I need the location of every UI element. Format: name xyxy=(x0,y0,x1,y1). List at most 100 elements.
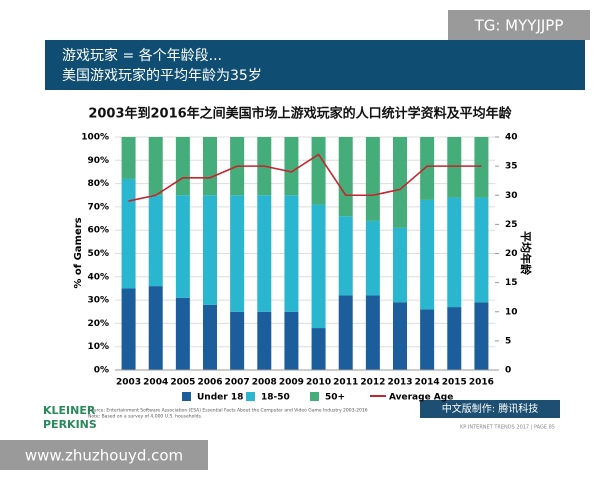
legend-swatch xyxy=(246,392,255,401)
y2-tick-label: 40 xyxy=(505,133,518,143)
y2-tick-label: 25 xyxy=(505,220,518,230)
y-tick-label: 20% xyxy=(87,319,109,329)
bar-segment xyxy=(148,137,163,196)
credit: 中文版制作: 腾讯科技 xyxy=(442,402,539,415)
bar-segment xyxy=(203,137,217,196)
bar-segment xyxy=(338,295,353,370)
y-tick-label: 80% xyxy=(87,179,109,189)
bar-segment xyxy=(203,304,217,370)
watermark: www.zhuzhouyd.com xyxy=(25,447,183,465)
y2-tick-label: 20 xyxy=(505,249,518,259)
x-tick-label: 2005 xyxy=(170,378,195,388)
header-band xyxy=(45,40,585,90)
bar-segment xyxy=(175,297,190,370)
bar-segment xyxy=(393,137,407,228)
bar-segment xyxy=(148,195,163,287)
bar-segment xyxy=(393,302,407,370)
x-tick-label: 2003 xyxy=(116,378,141,388)
credit-box xyxy=(420,400,560,418)
bar-segment xyxy=(203,195,217,305)
bar-segment xyxy=(311,204,326,329)
source-note: Note: Based on a survey of 4,000 U.S. ho… xyxy=(88,414,202,420)
y2-tick-label: 30 xyxy=(505,191,518,201)
bar-segment xyxy=(420,199,435,310)
bar-segment xyxy=(257,311,272,370)
bar-segment xyxy=(121,178,136,289)
watermark-box xyxy=(0,440,208,470)
bar-segment xyxy=(311,328,326,370)
y-tick-label: 10% xyxy=(87,342,109,352)
bar-segment xyxy=(365,295,380,370)
bar-segment xyxy=(365,137,380,221)
y-axis-label: % of Gamers xyxy=(73,217,84,288)
legend-label: Average Age xyxy=(389,393,453,403)
y2-tick-label: 35 xyxy=(505,162,518,172)
logo: PERKINS xyxy=(43,418,97,431)
legend-swatch xyxy=(182,392,191,401)
x-tick-label: 2010 xyxy=(306,378,331,388)
header-line: 美国游戏玩家的平均年龄为35岁 xyxy=(62,67,262,84)
header-line: 游戏玩家 = 各个年龄段... xyxy=(62,47,222,64)
y-tick-label: 40% xyxy=(87,272,109,282)
x-tick-label: 2011 xyxy=(333,378,358,388)
bar-segment xyxy=(420,309,435,370)
bar-segment xyxy=(447,197,462,308)
y-tick-label: 0% xyxy=(94,366,109,376)
bar-segment xyxy=(230,311,245,370)
y2-tick-label: 10 xyxy=(505,307,518,317)
y-tick-label: 70% xyxy=(87,202,109,212)
x-tick-label: 2007 xyxy=(225,378,250,388)
chart-title: 2003年到2016年之间美国市场上游戏玩家的人口统计学资料及平均年龄 xyxy=(88,106,512,122)
bar-segment xyxy=(474,197,489,303)
bar-segment xyxy=(257,195,272,312)
badge: TG: MYYJJPP xyxy=(474,17,564,35)
legend-label: 18-50 xyxy=(261,393,290,403)
x-tick-label: 2012 xyxy=(360,378,385,388)
legend-swatch xyxy=(310,392,319,401)
bar-segment xyxy=(175,195,190,298)
legend-label: 50+ xyxy=(325,393,345,403)
logo: KLEINER xyxy=(43,404,96,417)
bar-segment xyxy=(311,137,326,205)
bar-segment xyxy=(474,302,489,370)
legend-label: Under 18 xyxy=(197,393,243,403)
bar-segment xyxy=(284,195,299,312)
y2-axis-label: 平均年龄 xyxy=(519,231,533,276)
x-tick-label: 2015 xyxy=(442,378,467,388)
x-tick-label: 2016 xyxy=(469,378,494,388)
y2-tick-label: 15 xyxy=(505,278,518,288)
bar-segment xyxy=(338,137,353,217)
y2-tick-label: 0 xyxy=(505,366,511,376)
bar-segment xyxy=(175,137,190,196)
bar-segment xyxy=(447,307,462,370)
bar-segment xyxy=(393,227,407,303)
bar-segment xyxy=(148,286,163,370)
x-tick-label: 2006 xyxy=(197,378,222,388)
bar-segment xyxy=(121,288,136,370)
x-tick-label: 2013 xyxy=(387,378,412,388)
x-tick-label: 2009 xyxy=(279,378,304,388)
x-tick-label: 2014 xyxy=(415,378,440,388)
bar-segment xyxy=(230,195,245,312)
y-tick-label: 30% xyxy=(87,296,109,306)
bar-segment xyxy=(420,137,435,200)
y-tick-label: 90% xyxy=(87,156,109,166)
badge-box xyxy=(448,10,590,40)
y-tick-label: 60% xyxy=(87,226,109,236)
x-tick-label: 2008 xyxy=(252,378,277,388)
y-tick-label: 50% xyxy=(87,249,109,259)
bar-segment xyxy=(284,137,299,196)
bar-segment xyxy=(121,137,136,179)
x-tick-label: 2004 xyxy=(143,378,168,388)
y2-tick-label: 5 xyxy=(505,336,511,346)
bar-segment xyxy=(447,137,462,198)
average-line xyxy=(128,153,482,202)
bar-segment xyxy=(338,216,353,296)
bar-segment xyxy=(284,311,299,370)
bar-segment xyxy=(474,137,489,198)
y-tick-label: 100% xyxy=(81,133,109,143)
footer: KP INTERNET TRENDS 2017 | PAGE 85 xyxy=(460,425,555,431)
bar-segment xyxy=(365,220,380,296)
